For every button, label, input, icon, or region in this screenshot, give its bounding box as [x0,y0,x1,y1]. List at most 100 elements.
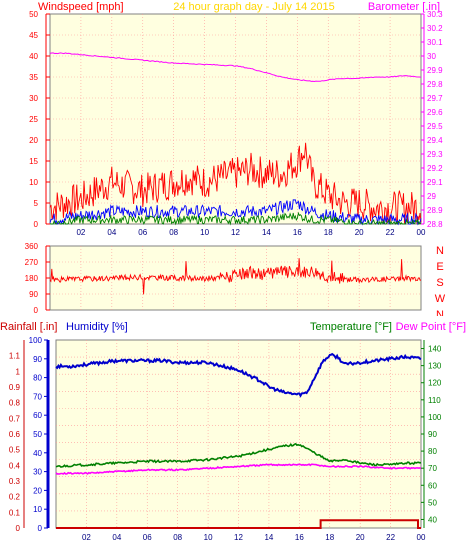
temperature-tick-label: 80 [428,447,437,456]
dewpoint-series [55,463,422,475]
average-series [49,199,422,226]
rain-tick-label: 0.2 [9,493,21,502]
direction-tick-label: 180 [25,274,39,283]
rain-tick-label: 0.1 [9,508,21,517]
humidity-tick-label: 60 [33,411,42,420]
rain-tick-label: 0.9 [9,383,21,392]
humidity-tick-label: 80 [33,374,42,383]
y-left-tick-label: 35 [29,73,38,82]
y-right-tick-label: 29.1 [427,178,443,187]
y-left-tick-label: 0 [34,220,39,229]
x-tick-label: 18 [325,533,334,542]
minimum-series [49,211,422,226]
humidity-tick-label: 90 [33,355,42,364]
x-tick-label: 06 [143,533,152,542]
rain-tick-label: 0.3 [9,477,21,486]
temperature-humidity-chart: 0 0.1 0.2 0.3 0.4 0.5 0.6 0.7 0.8 0.9 1 1.1 0 10 20 30 4… [0,321,466,542]
chart-title: 24 hour graph day - July 14 2015 [173,1,334,13]
compass-label: S [436,277,443,289]
x-tick-label: 02 [82,533,91,542]
rain-tick-label: 1.1 [9,352,21,361]
x-tick-label: 16 [295,533,304,542]
y-right-tick-label: 30 [427,52,436,61]
x-tick-label: 22 [386,533,395,542]
x-tick-label: 12 [234,533,243,542]
y-left-tick-label: 15 [29,157,38,166]
x-tick-label: 20 [355,228,364,236]
compass-label: N [436,309,444,316]
y-left-tick-label: 25 [29,115,38,124]
temperature-tick-label: 40 [428,515,437,524]
y-left-tick-label: 5 [34,199,39,208]
x-tick-label: 10 [204,533,213,542]
direction-tick-label: 270 [25,258,39,267]
dewpoint-legend: Dew Point [°F] [396,321,466,333]
rain-tick-label: 0.7 [9,414,21,423]
humidity-tick-label: 10 [33,505,42,514]
y-left-tick-label: 20 [29,136,38,145]
temperature-tick-label: 120 [428,379,442,388]
humidity-series [55,352,422,398]
y-right-tick-label: 29.4 [427,136,443,145]
y-left-tick-label: 30 [29,94,38,103]
rainfall-legend: Rainfall [.in] [0,321,57,333]
y-right-tick-label: 28.9 [427,206,443,215]
y-right-tick-label: 29.2 [427,164,443,173]
x-tick-label: 00 [417,228,426,236]
y-right-tick-label: 28.8 [427,220,443,229]
compass-label: N [436,245,444,257]
rain-tick-label: 0 [16,524,21,533]
temperature-tick-label: 140 [428,345,442,354]
x-tick-label: 14 [264,533,273,542]
temperature-tick-label: 50 [428,498,437,507]
y-left-tick-label: 45 [29,31,38,40]
y-left-tick-label: 50 [29,10,38,19]
compass-label: W [435,293,446,305]
humidity-tick-label: 50 [33,430,42,439]
humidity-tick-label: 30 [33,468,42,477]
compass-label: E [436,261,443,273]
y-right-tick-label: 29.3 [427,150,443,159]
y-right-tick-label: 29 [427,192,436,201]
x-tick-label: 04 [107,228,116,236]
y-right-tick-label: 29.7 [427,94,443,103]
y-left-tick-label: 10 [29,178,38,187]
barometer-series [49,52,422,83]
x-tick-label: 20 [356,533,365,542]
temperature-tick-label: 60 [428,481,437,490]
y-right-tick-label: 30.2 [427,24,443,33]
left-axis-title: Windspeed [mph] [38,1,124,13]
y-left-tick-label: 40 [29,52,38,61]
rain-tick-label: 0.8 [9,399,21,408]
humidity-legend: Humidity [%] [66,321,128,333]
temperature-series [55,442,422,468]
wind-barometer-chart: 0 5 10 15 20 25 30 35 40 45 50 28.8 28.9 29 29.1 29.2 29… [29,1,443,236]
y-right-tick-label: 29.5 [427,122,443,131]
gust-series [49,142,422,225]
rain-tick-label: 0.5 [9,446,21,455]
x-tick-label: 08 [169,228,178,236]
temperature-legend: Temperature [°F] [310,321,392,333]
rain-tick-label: 0.6 [9,430,21,439]
right-axis-title: Barometer [.in] [368,1,440,13]
x-tick-label: 22 [386,228,395,236]
x-tick-label: 12 [231,228,240,236]
x-tick-label: 18 [324,228,333,236]
rainfall-series [56,519,421,529]
x-tick-label: 14 [262,228,271,236]
x-tick-label: 06 [138,228,147,236]
y-right-tick-label: 29.8 [427,80,443,89]
humidity-tick-label: 0 [38,524,43,533]
y-right-tick-label: 29.6 [427,108,443,117]
temperature-tick-label: 70 [428,464,437,473]
rain-tick-label: 0.4 [9,461,21,470]
humidity-tick-label: 40 [33,449,42,458]
x-tick-label: 00 [417,533,426,542]
x-tick-label: 16 [293,228,302,236]
temperature-tick-label: 90 [428,430,437,439]
y-right-tick-label: 30.3 [427,10,443,19]
x-tick-label: 08 [173,533,182,542]
direction-tick-label: 90 [29,290,38,299]
